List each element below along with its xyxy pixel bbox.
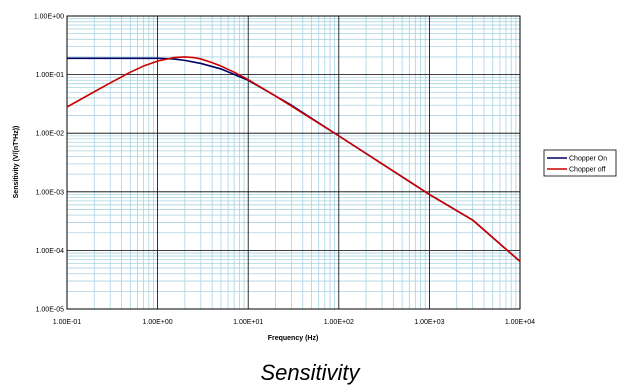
y-tick-label: 1.00E-01 bbox=[36, 72, 65, 79]
plot-background bbox=[67, 16, 520, 309]
x-tick-label: 1.00E-01 bbox=[53, 319, 82, 326]
series-line-chopper-off bbox=[66, 56, 521, 262]
x-tick-label: 1.00E+01 bbox=[233, 319, 263, 326]
x-axis-label: Frequency (Hz) bbox=[268, 335, 319, 342]
plot-frame bbox=[66, 15, 521, 310]
legend-box bbox=[543, 149, 617, 177]
x-tick-label: 1.00E+00 bbox=[143, 319, 173, 326]
legend-label-chopper-on: Chopper On bbox=[569, 156, 607, 163]
y-tick-label: 1.00E-02 bbox=[36, 131, 65, 138]
y-tick-labels: 1.00E+00 1.00E-01 1.00E-02 1.00E-03 1.00E-04… bbox=[34, 14, 64, 314]
legend-label-chopper-off: Chopper off bbox=[569, 167, 606, 174]
figure-caption: Sensitivity bbox=[260, 360, 360, 385]
minor-gridlines bbox=[67, 16, 520, 309]
y-tick-label: 1.00E+00 bbox=[34, 14, 64, 21]
y-axis-label: Sensitivity (V/(nT*Hz)) bbox=[13, 126, 20, 199]
legend: Chopper On Chopper off bbox=[543, 149, 617, 177]
y-tick-label: 1.00E-05 bbox=[36, 307, 65, 314]
x-tick-labels: 1.00E-01 1.00E+00 1.00E+01 1.00E+02 1.00E+03… bbox=[53, 319, 535, 326]
y-tick-label: 1.00E-03 bbox=[36, 189, 65, 196]
x-tick-label: 1.00E+04 bbox=[505, 319, 535, 326]
x-tick-label: 1.00E+02 bbox=[324, 319, 354, 326]
series-layer bbox=[66, 56, 521, 262]
sensitivity-chart: 1.00E-01 1.00E+00 1.00E+01 1.00E+02 1.00E+03… bbox=[13, 14, 617, 342]
x-tick-label: 1.00E+03 bbox=[414, 319, 444, 326]
y-tick-label: 1.00E-04 bbox=[36, 248, 65, 255]
